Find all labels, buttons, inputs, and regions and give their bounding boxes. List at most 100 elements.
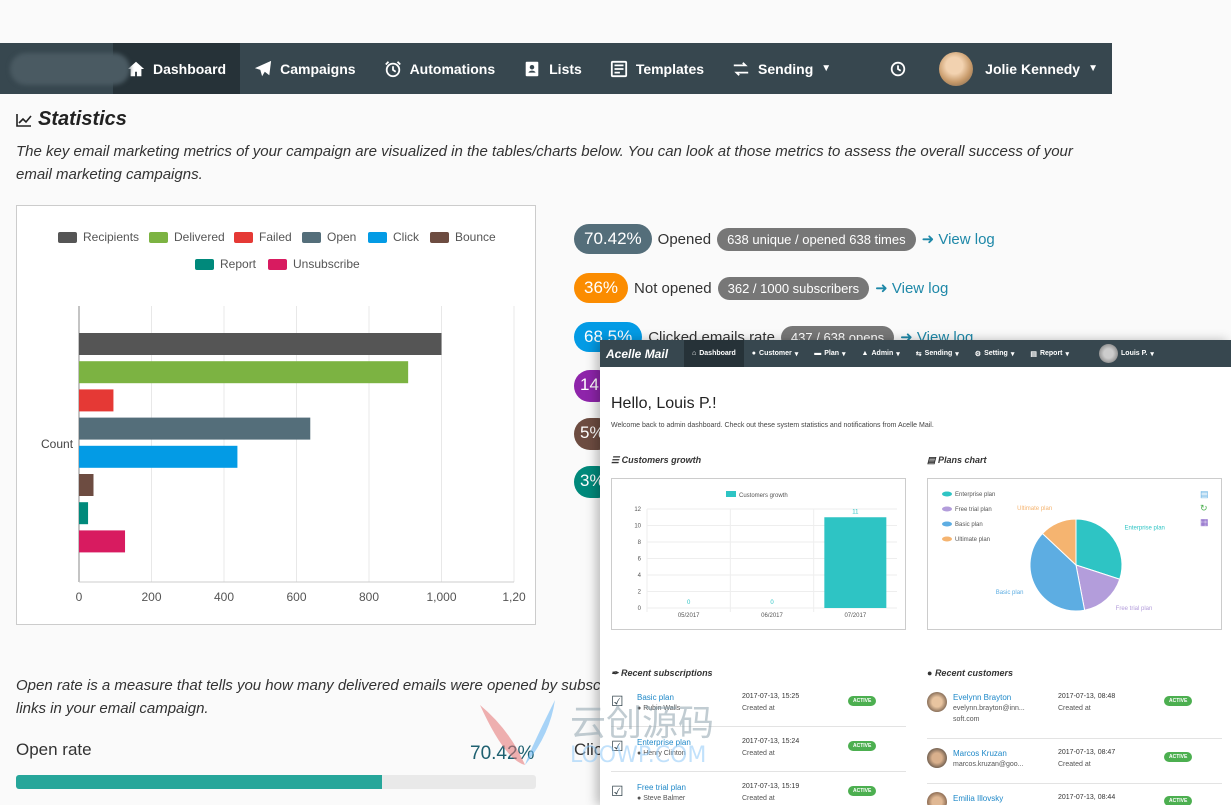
refresh-icon[interactable]: ↻ xyxy=(1200,503,1208,513)
y-tick-label: 2 xyxy=(638,590,642,596)
admin-nav-customer[interactable]: ● Customer ▾ xyxy=(751,350,799,358)
legend-swatch xyxy=(942,536,952,542)
history-button[interactable] xyxy=(875,43,921,94)
statistics-title: Statistics xyxy=(16,108,127,131)
not-opened-percentage: 36% xyxy=(574,273,629,303)
bar-value-label: 0 xyxy=(687,600,691,606)
admin-nav-dashboard[interactable]: ⌂ Dashboard xyxy=(684,340,744,367)
admin-user-menu[interactable]: Louis P. ▾ xyxy=(1091,340,1162,367)
greeting: Hello, Louis P.! xyxy=(611,395,717,412)
avatar xyxy=(927,692,947,712)
legend-label: Customers growth xyxy=(739,493,788,499)
history-icon xyxy=(890,61,906,76)
document-icon[interactable]: ▤ xyxy=(1200,489,1209,499)
admin-nav-setting[interactable]: ⚙ Setting ▾ xyxy=(974,350,1015,358)
status-badge: ACTIVE xyxy=(1164,796,1193,805)
x-tick-label: 05/2017 xyxy=(678,613,700,619)
gear-icon: ⚙ xyxy=(974,350,982,358)
nav-automations[interactable]: Automations xyxy=(370,43,510,94)
legend-label: Basic plan xyxy=(955,522,983,528)
bar-report xyxy=(79,502,89,525)
pie-slice xyxy=(1075,518,1123,580)
y-tick-label: 4 xyxy=(638,573,642,579)
save-icon[interactable]: ▦ xyxy=(1200,517,1209,527)
click-rate-label: Clic xyxy=(574,740,603,759)
y-axis-label: Count xyxy=(41,437,74,451)
pie-slice xyxy=(1075,564,1121,611)
admin-nav-report[interactable]: ▤ Report ▾ xyxy=(1030,350,1070,358)
bar-recipients xyxy=(79,333,442,355)
chevron-down-icon: ▼ xyxy=(1088,63,1098,74)
legend-unsubscribe: Unsubscribe xyxy=(268,257,360,271)
y-tick-label: 8 xyxy=(638,540,642,546)
bar-chart-plot: 0 200 400 600 800 1,000 1,20 Count xyxy=(41,306,526,604)
nav-sending[interactable]: Sending ▼ xyxy=(718,43,845,94)
chevron-down-icon: ▾ xyxy=(896,350,900,358)
clipboard-icon: ☑ xyxy=(611,738,624,754)
user-menu[interactable]: Jolie Kennedy ▼ xyxy=(925,43,1112,94)
chevron-down-icon: ▾ xyxy=(955,350,959,358)
legend-recipients: Recipients xyxy=(58,230,139,244)
bar-value-label: 11 xyxy=(852,509,859,515)
status-badge: ACTIVE xyxy=(1164,696,1193,706)
legend-delivered: Delivered xyxy=(149,230,225,244)
y-tick-label: 6 xyxy=(638,557,642,563)
nav-lists[interactable]: Lists xyxy=(509,43,596,94)
bar-failed xyxy=(79,389,114,412)
chevron-down-icon: ▼ xyxy=(821,63,832,74)
clipboard-icon: ☑ xyxy=(611,693,624,709)
admin-top-navigation: Acelle Mail ⌂ Dashboard ● Customer ▾ ▬ Plan ▾… xyxy=(600,340,1231,367)
chevron-down-icon: ▾ xyxy=(842,350,846,358)
open-rate-progress-fill xyxy=(16,775,383,789)
status-badge: ACTIVE xyxy=(848,696,877,706)
x-tick-label: 800 xyxy=(359,590,379,604)
home-icon xyxy=(127,61,145,76)
card-icon: ▬ xyxy=(814,350,822,357)
legend-swatch xyxy=(942,491,952,497)
bar-open xyxy=(79,417,311,440)
nav-dashboard[interactable]: Dashboard xyxy=(112,43,241,94)
nav-templates[interactable]: Templates xyxy=(596,43,718,94)
status-badge: ACTIVE xyxy=(848,741,877,751)
recent-customers-title: ● Recent customers xyxy=(927,668,1013,678)
plans-pie-plot: Enterprise plan Free trial plan Basic plan… xyxy=(942,491,1165,612)
logo xyxy=(10,53,130,85)
x-tick-label: 1,000 xyxy=(426,590,456,604)
legend-swatch xyxy=(726,491,736,497)
admin-dashboard-screenshot: Acelle Mail ⌂ Dashboard ● Customer ▾ ▬ Plan ▾… xyxy=(600,340,1231,805)
nav-campaigns[interactable]: Campaigns xyxy=(240,43,369,94)
legend-bounce: Bounce xyxy=(430,230,496,244)
alarm-clock-icon xyxy=(384,60,401,77)
admin-nav-plan[interactable]: ▬ Plan ▾ xyxy=(814,350,846,358)
view-log-link[interactable]: ➜ View log xyxy=(875,280,949,297)
legend-report: Report xyxy=(195,257,256,271)
bar-bounce xyxy=(79,474,94,496)
plans-pie-chart: Enterprise plan Free trial plan Basic plan… xyxy=(927,478,1222,630)
status-badge: ACTIVE xyxy=(1164,752,1193,762)
recent-subscriptions-title: ✒ Recent subscriptions xyxy=(611,668,713,678)
plans-chart-title: ▤ Plans chart xyxy=(927,455,987,465)
avatar xyxy=(939,51,974,86)
customers-growth-chart: Customers growth 12 10 8 6 4 2 0 0 05/2017 0 06/201… xyxy=(611,478,906,630)
chevron-down-icon: ▾ xyxy=(794,350,799,358)
x-tick-label: 600 xyxy=(286,590,306,604)
opened-detail: 638 unique / opened 638 times xyxy=(717,227,916,251)
y-tick-label: 0 xyxy=(638,606,642,612)
bar-click xyxy=(79,445,238,468)
legend-label: Enterprise plan xyxy=(955,492,995,498)
x-tick-label: 200 xyxy=(141,590,161,604)
report-icon: ▤ xyxy=(1030,350,1037,358)
admin-nav-admin[interactable]: ▲ Admin ▾ xyxy=(861,350,900,358)
admin-nav-sending[interactable]: ⇆ Sending ▾ xyxy=(915,350,959,358)
open-rate-description: Open rate is a measure that tells you ho… xyxy=(16,677,601,717)
legend-label: Free trial plan xyxy=(955,507,992,513)
avatar xyxy=(927,748,947,768)
pie-slice xyxy=(1029,532,1086,612)
address-book-icon xyxy=(525,61,539,76)
view-log-link[interactable]: ➜ View log xyxy=(921,231,995,248)
user-icon: ● xyxy=(751,350,757,357)
legend-swatch xyxy=(942,506,952,512)
x-tick-label: 400 xyxy=(214,590,234,604)
avatar xyxy=(927,792,947,805)
chevron-down-icon: ▾ xyxy=(1065,350,1070,358)
